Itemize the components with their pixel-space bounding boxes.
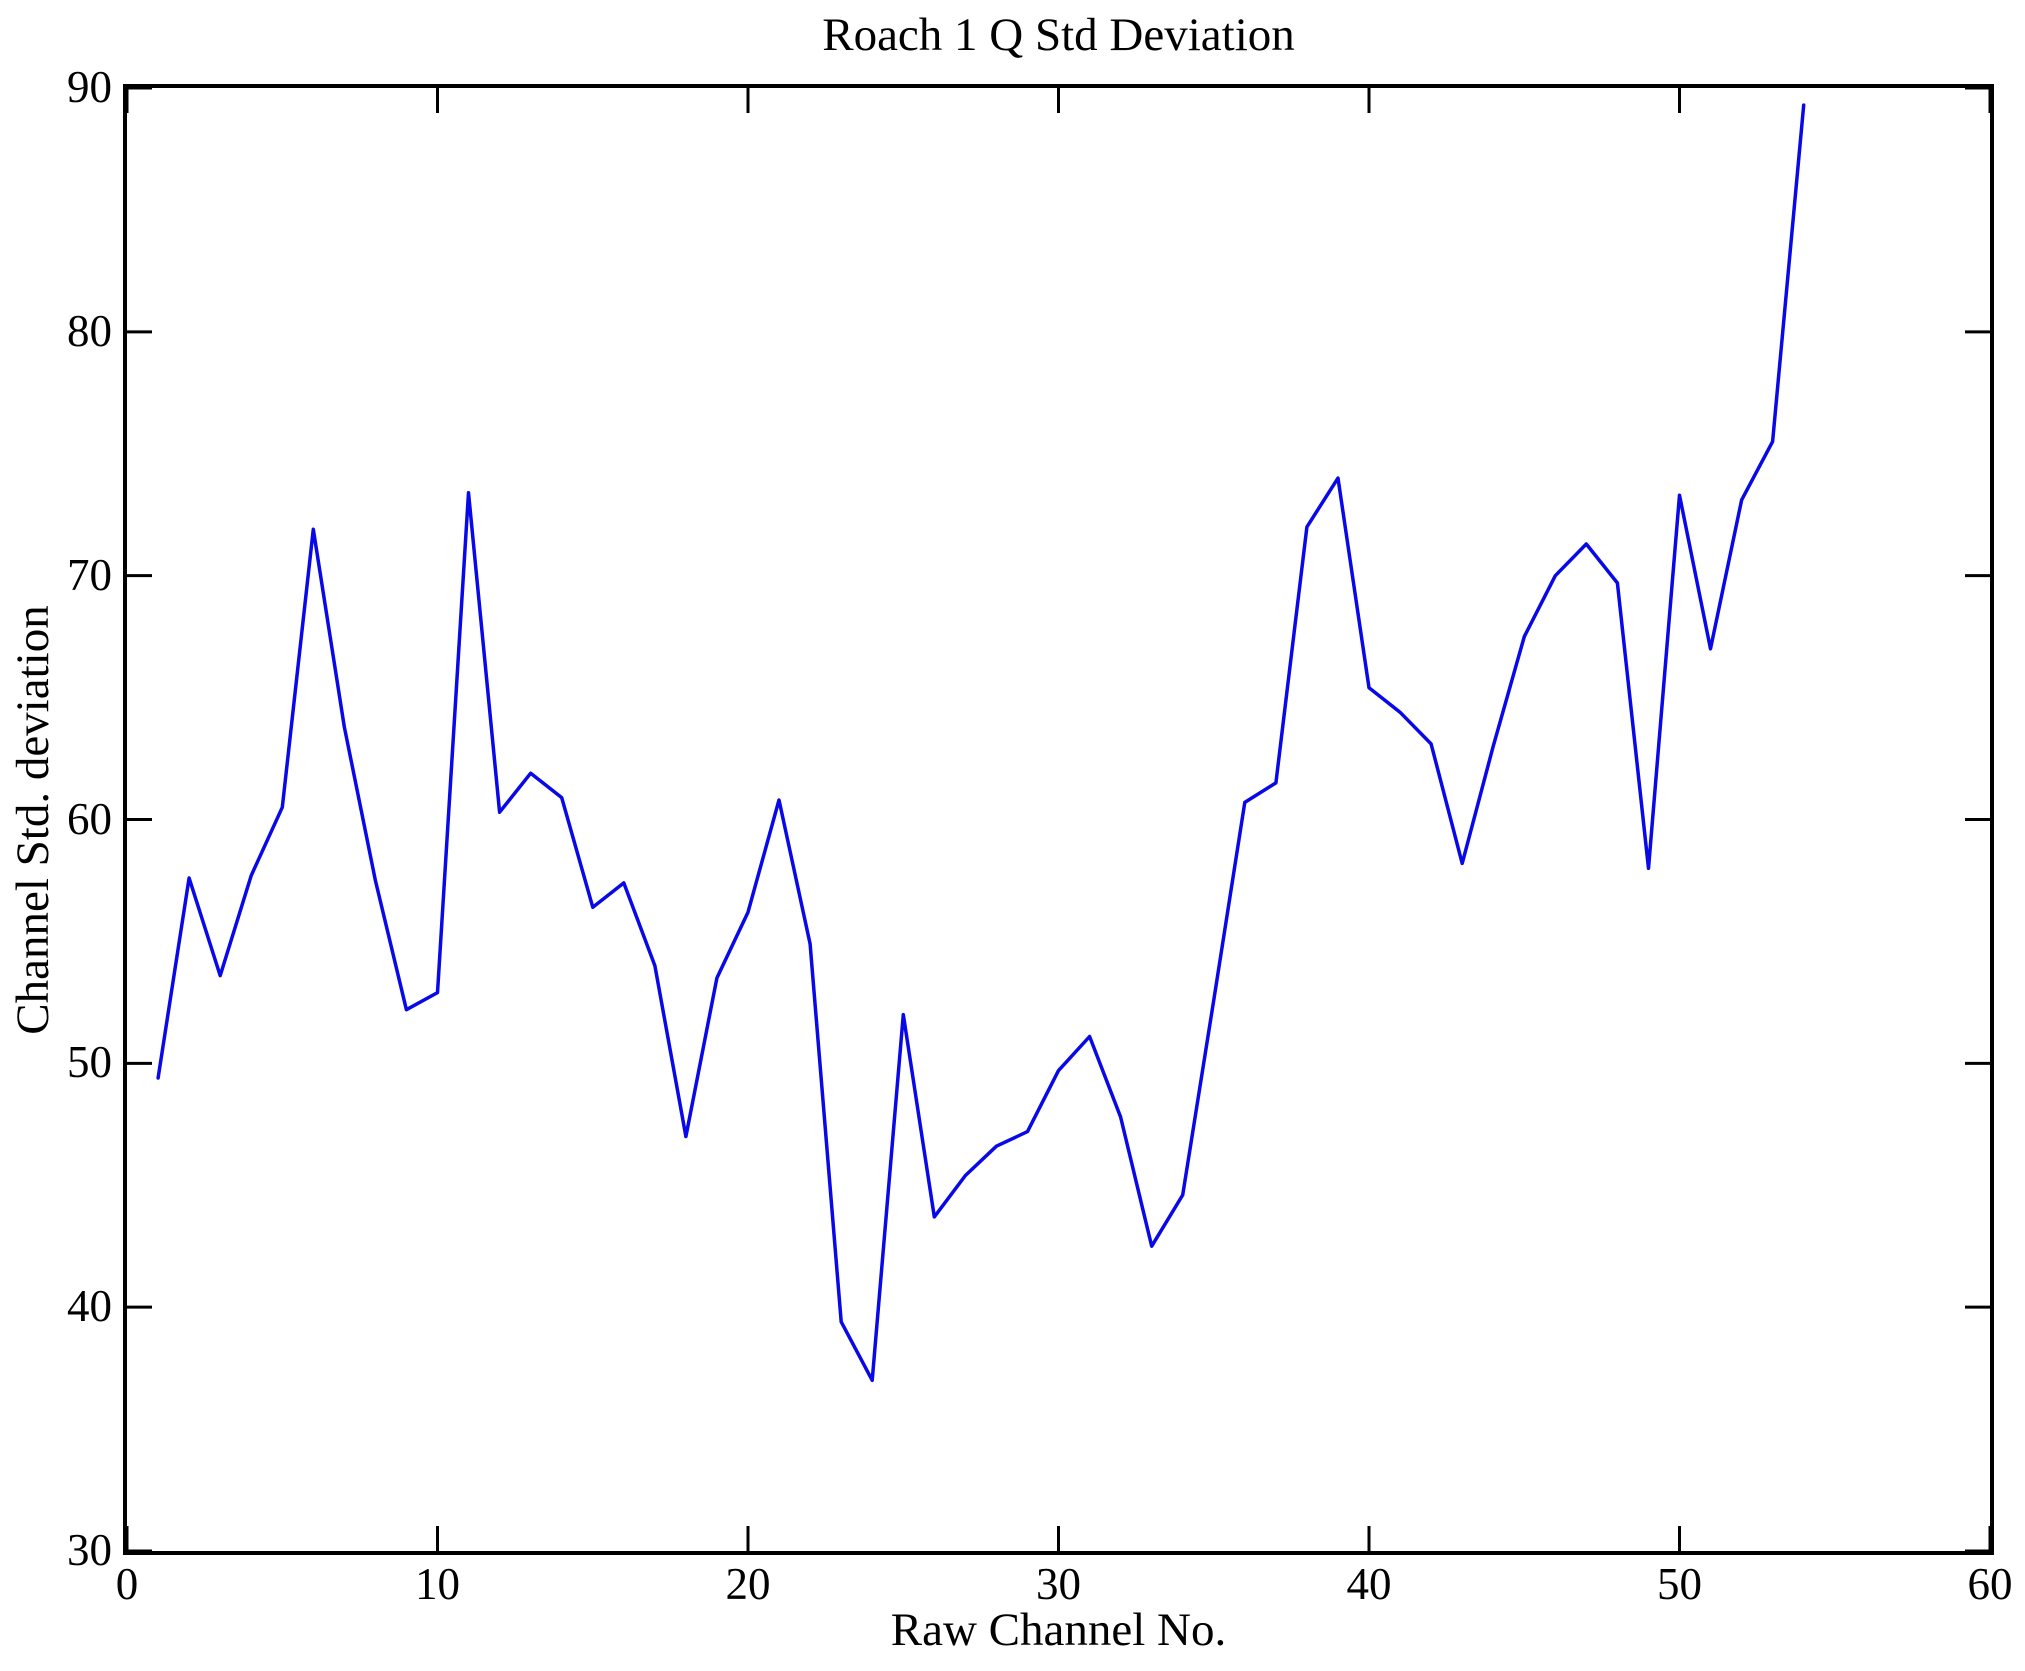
y-tick-label: 70 [67,549,112,600]
x-tick-label: 10 [415,1559,460,1609]
chart-title: Roach 1 Q Std Deviation [822,9,1295,61]
x-tick-label: 40 [1346,1559,1392,1609]
x-tick-label: 50 [1657,1559,1702,1609]
axis-ticks [127,88,1990,1551]
y-tick-label: 30 [67,1525,112,1575]
x-tick-label: 60 [1967,1559,2013,1609]
y-tick-label: 80 [67,305,112,356]
y-tick-label: 40 [67,1281,112,1332]
x-tick-label: 20 [725,1559,771,1609]
x-tick-label: 30 [1036,1559,1081,1609]
data-line [156,103,1806,1383]
y-tick-label: 60 [67,793,112,844]
plot-area [123,84,1994,1555]
y-tick-label: 50 [67,1037,112,1088]
y-tick-label: 90 [67,62,112,112]
line-chart-svg [127,88,1990,1551]
x-axis-label: Raw Channel No. [890,1604,1227,1656]
x-tick-label: 0 [115,1559,139,1609]
